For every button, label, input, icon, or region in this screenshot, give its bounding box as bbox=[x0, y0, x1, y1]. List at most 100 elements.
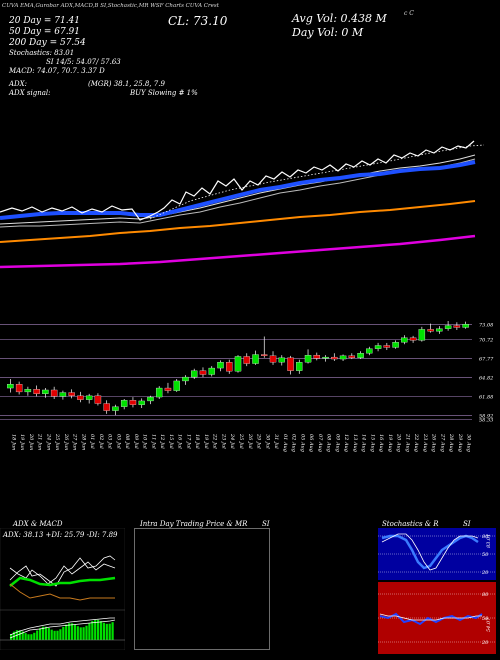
macd-hist-bar bbox=[91, 621, 94, 640]
rsi-right-label: 54.07 bbox=[486, 617, 492, 632]
macd-hist-bar bbox=[41, 626, 45, 640]
candle-body bbox=[164, 387, 172, 391]
candle-body bbox=[313, 355, 321, 359]
candle-body bbox=[103, 403, 110, 411]
date-label: 26 Jul bbox=[247, 433, 253, 449]
candle-body bbox=[59, 392, 67, 397]
date-label: 27 Jun bbox=[72, 433, 78, 450]
rsi-tick-20: 20 bbox=[481, 640, 489, 646]
date-label: 17 Jul bbox=[185, 434, 191, 449]
macd-hist-bar bbox=[70, 623, 74, 640]
adx-signal-value: BUY Slowing # 1% bbox=[130, 89, 198, 97]
date-label: 25 Jul bbox=[238, 433, 244, 449]
macd-label: MACD: 74.07, 70.7. 3.37 D bbox=[9, 67, 105, 75]
ema-chart bbox=[0, 140, 485, 269]
candle-body bbox=[296, 362, 303, 371]
candle-body bbox=[462, 324, 469, 328]
candle-body bbox=[269, 355, 277, 363]
ema-magenta-line bbox=[0, 234, 476, 269]
date-label: 15 Jul bbox=[168, 434, 174, 449]
candle-body bbox=[278, 357, 285, 363]
date-label: 21 Jun bbox=[37, 433, 43, 450]
stochastics-panel: 80 50 20 83.01 bbox=[378, 528, 496, 580]
macd-hist-bar bbox=[10, 634, 13, 640]
macd-hist-bar bbox=[27, 634, 30, 640]
date-label: 11 Jul bbox=[150, 434, 156, 449]
candle-body bbox=[120, 400, 128, 407]
date-label: 20 Aug bbox=[396, 433, 402, 452]
date-label: 01 Aug bbox=[282, 434, 288, 452]
macd-hist-bar bbox=[111, 622, 114, 640]
adx-label: ADX: bbox=[9, 80, 28, 88]
macd-hist-bar bbox=[85, 625, 88, 640]
candle-body bbox=[401, 337, 408, 343]
date-label: 24 Jun bbox=[45, 433, 51, 450]
date-label: 24 Jul bbox=[229, 433, 235, 449]
macd-hist-bar bbox=[44, 626, 47, 640]
date-label: 01 Jul bbox=[89, 434, 95, 449]
candle-body bbox=[138, 400, 145, 405]
date-label: 20 Jun bbox=[28, 433, 34, 450]
candle-body bbox=[217, 362, 224, 369]
candle-body bbox=[261, 354, 268, 356]
date-label: 16 Jul bbox=[177, 434, 183, 449]
candle-body bbox=[77, 395, 84, 400]
adx-macd-panel: ADX: 38.13 +DI: 25.79 -DI: 7.89 bbox=[0, 528, 125, 650]
date-label: 02 Aug bbox=[291, 434, 297, 452]
macd-hist-bar bbox=[24, 633, 27, 640]
candle-body bbox=[94, 395, 102, 404]
date-label: 30 Aug bbox=[466, 434, 472, 452]
intraday-title: Intra Day Trading Price & MR bbox=[140, 520, 248, 528]
stoch-title: Stochastics & R bbox=[382, 520, 439, 528]
adx-value: (MGR) 38.1, 25.8, 7.9 bbox=[88, 80, 165, 88]
date-label: 08 Aug bbox=[326, 434, 332, 452]
macd-hist-bar bbox=[82, 627, 85, 640]
adx-macd-title: ADX & MACD bbox=[13, 520, 63, 528]
candle-body bbox=[173, 380, 180, 391]
date-label: 23 Aug bbox=[422, 433, 428, 452]
date-label: 19 Jun bbox=[19, 434, 25, 450]
price-level-label: 67.77 bbox=[479, 357, 494, 363]
date-label: 18 Jul bbox=[194, 434, 200, 449]
adx-signal-label: ADX signal: bbox=[9, 89, 51, 97]
date-label: 09 Aug bbox=[334, 434, 340, 452]
close-price-label: CL: 73.10 bbox=[168, 14, 228, 28]
candle-body bbox=[24, 389, 32, 393]
macd-hist-bar bbox=[76, 626, 79, 640]
date-label: 22 Jul bbox=[212, 433, 218, 449]
candle-body bbox=[357, 353, 364, 358]
candle-body bbox=[155, 387, 163, 398]
candle-body bbox=[366, 348, 373, 354]
intraday-si: SI bbox=[262, 520, 270, 528]
header-right-mark: c C bbox=[404, 10, 414, 17]
candle-body bbox=[287, 357, 294, 371]
candle-body bbox=[234, 356, 242, 372]
stoch-si: SI bbox=[463, 520, 471, 528]
candle-body bbox=[243, 356, 250, 364]
date-label: 06 Aug bbox=[308, 434, 314, 452]
date-label: 09 Jul bbox=[133, 434, 139, 449]
candle-body bbox=[383, 345, 391, 348]
candle-body bbox=[50, 389, 58, 397]
adx-line bbox=[9, 555, 116, 587]
macd-hist-bar bbox=[62, 626, 65, 640]
date-label: 05 Aug bbox=[299, 434, 305, 452]
macd-signal-line bbox=[9, 619, 116, 639]
date-label: 19 Jul bbox=[203, 434, 209, 449]
macd-hist-bar bbox=[79, 627, 82, 640]
date-label: 25 Jun bbox=[54, 433, 60, 450]
candle-body bbox=[85, 395, 93, 400]
macd-hist-bar bbox=[94, 619, 97, 640]
intraday-panel bbox=[134, 528, 270, 650]
date-label: 10 Jul bbox=[142, 434, 148, 449]
date-label: 15 Aug bbox=[369, 434, 375, 452]
candle-body bbox=[129, 400, 137, 405]
si-panel: 80 50 20 54.07 bbox=[378, 582, 496, 654]
header-strip: CUVA EMA,Gurobar ADX,MACD,B SI,Stochasti… bbox=[2, 3, 219, 9]
candle-body bbox=[453, 325, 461, 328]
ma50-label: 50 Day = 67.91 bbox=[9, 27, 81, 37]
plus-di-line bbox=[9, 561, 116, 585]
macd-hist-bar bbox=[50, 629, 53, 640]
macd-hist-bar bbox=[108, 623, 111, 640]
date-label: 23 Jul bbox=[220, 433, 226, 449]
